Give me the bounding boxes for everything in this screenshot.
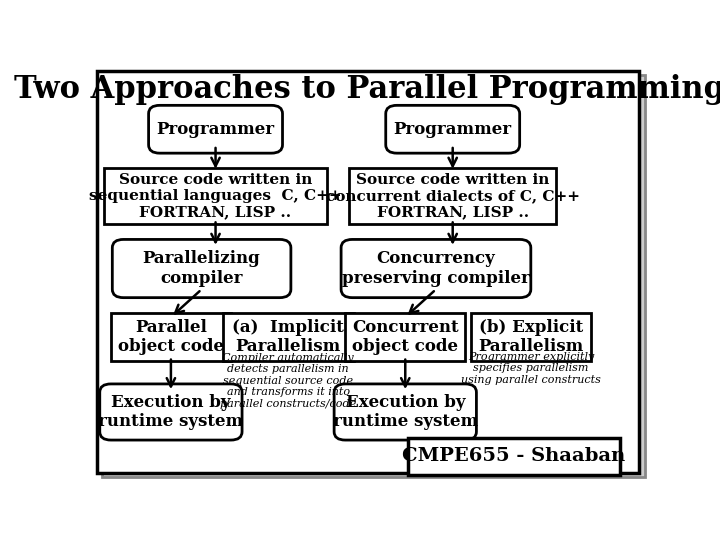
- FancyBboxPatch shape: [222, 313, 354, 361]
- FancyBboxPatch shape: [104, 168, 327, 224]
- FancyBboxPatch shape: [96, 71, 639, 473]
- Text: Two Approaches to Parallel Programming: Two Approaches to Parallel Programming: [14, 74, 720, 105]
- FancyBboxPatch shape: [349, 168, 556, 224]
- Text: Source code written in
concurrent dialects of C, C++
FORTRAN, LISP ..: Source code written in concurrent dialec…: [325, 173, 580, 219]
- Text: Parallel
object code: Parallel object code: [118, 319, 224, 355]
- Text: Execution by
runtime system: Execution by runtime system: [333, 394, 478, 430]
- Text: Concurrent
object code: Concurrent object code: [352, 319, 459, 355]
- Text: Programmer explicitly
specifies parallelism
using parallel constructs: Programmer explicitly specifies parallel…: [461, 352, 600, 385]
- Text: (b) Explicit
Parallelism: (b) Explicit Parallelism: [478, 319, 583, 355]
- FancyBboxPatch shape: [112, 239, 291, 298]
- FancyBboxPatch shape: [334, 384, 477, 440]
- Text: (a)  Implicit
Parallelism: (a) Implicit Parallelism: [232, 319, 344, 355]
- FancyBboxPatch shape: [341, 239, 531, 298]
- Text: Source code written in
sequential languages  C, C++
FORTRAN, LISP ..: Source code written in sequential langua…: [89, 173, 342, 219]
- FancyBboxPatch shape: [418, 446, 619, 474]
- Text: Parallelizing
compiler: Parallelizing compiler: [143, 250, 261, 287]
- Text: Programmer: Programmer: [394, 121, 512, 138]
- FancyBboxPatch shape: [111, 313, 231, 361]
- FancyBboxPatch shape: [346, 313, 465, 361]
- FancyBboxPatch shape: [100, 384, 242, 440]
- Text: CMPE655 - Shaaban: CMPE655 - Shaaban: [402, 448, 626, 465]
- Text: Compiler automatically
detects parallelism in
sequential source code
and transfo: Compiler automatically detects paralleli…: [220, 353, 356, 409]
- Text: Execution by
runtime system: Execution by runtime system: [99, 394, 243, 430]
- FancyBboxPatch shape: [386, 105, 520, 153]
- FancyBboxPatch shape: [148, 105, 282, 153]
- FancyBboxPatch shape: [471, 313, 591, 361]
- FancyBboxPatch shape: [408, 438, 620, 475]
- FancyBboxPatch shape: [102, 75, 644, 477]
- Text: Concurrency
preserving compiler: Concurrency preserving compiler: [342, 250, 530, 287]
- Text: Programmer: Programmer: [156, 121, 274, 138]
